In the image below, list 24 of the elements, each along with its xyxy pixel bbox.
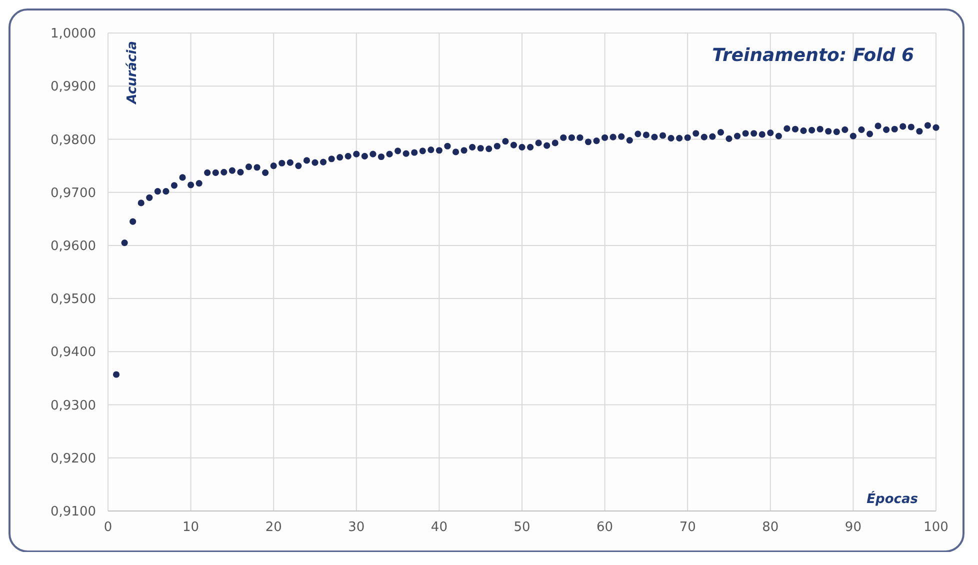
y-axis-title: Acurácia <box>125 41 140 105</box>
y-tick-label: 0,9500 <box>50 292 96 308</box>
x-tick-label: 20 <box>265 520 282 535</box>
x-tick-label: 10 <box>182 520 200 535</box>
y-tick-label: 0,9900 <box>50 80 96 95</box>
x-tick-label: 30 <box>348 520 365 535</box>
y-tick-label: 0,9200 <box>50 451 96 466</box>
y-tick-label: 0,9700 <box>50 186 96 201</box>
y-tick-label: 0,9100 <box>50 504 96 520</box>
x-tick-label: 60 <box>596 520 614 535</box>
y-tick-label: 1,0000 <box>50 26 96 42</box>
y-tick-label: 0,9400 <box>50 345 96 360</box>
x-tick-label: 90 <box>844 520 862 535</box>
y-tick-label: 0,9300 <box>50 398 96 414</box>
x-tick-label: 40 <box>430 520 448 535</box>
x-tick-label: 100 <box>924 520 948 535</box>
x-tick-label: 80 <box>762 520 779 535</box>
y-tick-label: 0,9600 <box>50 238 96 254</box>
x-tick-label: 70 <box>679 520 696 535</box>
x-axis-title: Épocas <box>866 490 918 507</box>
y-tick-label: 0,9800 <box>50 132 96 148</box>
x-tick-label: 0 <box>104 520 112 535</box>
x-tick-label: 50 <box>514 520 530 535</box>
text: Treinamento: Fold 6 <box>712 45 914 66</box>
